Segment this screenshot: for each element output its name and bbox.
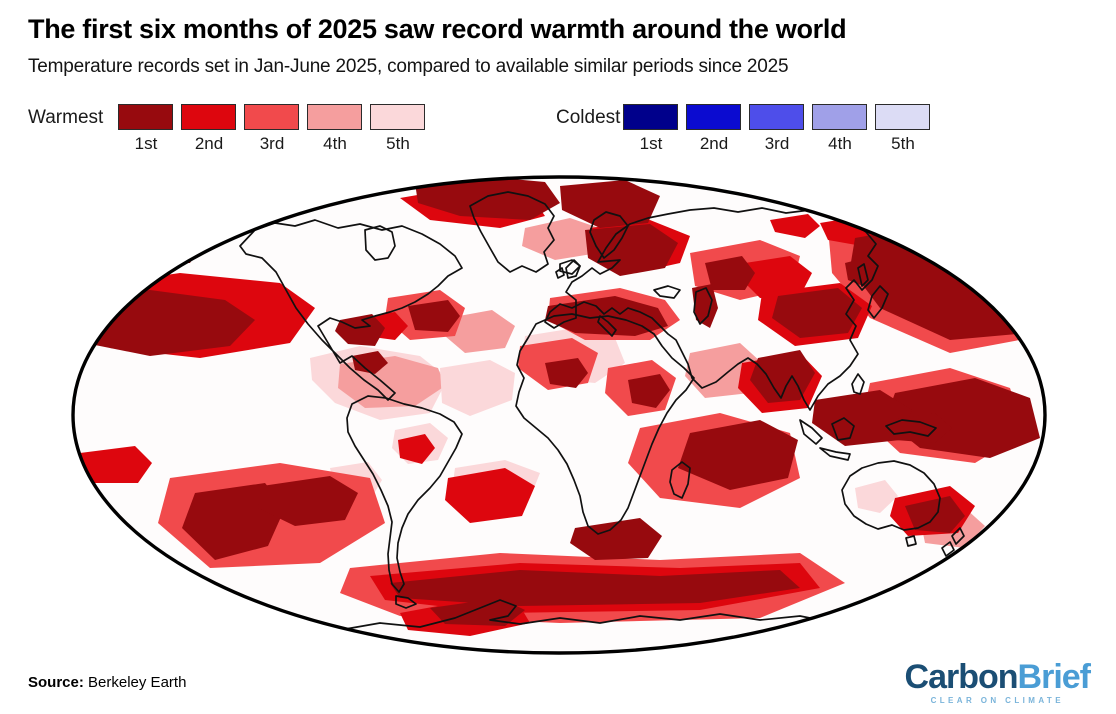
continent-coastlines — [179, 191, 965, 639]
legend-rank-label: 5th — [386, 134, 410, 153]
legend-swatch-coldest-1st — [623, 104, 678, 130]
source-value: Berkeley Earth — [88, 674, 187, 691]
logo-part-brief: Brief — [1017, 658, 1091, 696]
page-subtitle: Temperature records set in Jan-June 2025… — [28, 56, 789, 77]
legend-item-warmest-5: 5th — [370, 104, 426, 154]
legend-item-coldest-3: 3rd — [749, 104, 805, 154]
logo-part-carbon: Carbon — [904, 658, 1019, 696]
legend-item-warmest-4: 4th — [307, 104, 363, 154]
world-map-svg — [71, 175, 1047, 655]
legend-swatch-coldest-4th — [812, 104, 867, 130]
source-line: Source: Berkeley Earth — [28, 674, 186, 691]
legend-rank-label: 3rd — [764, 134, 790, 153]
source-label: Source: — [28, 674, 84, 691]
legend-warmest-label: Warmest — [28, 107, 104, 128]
legend-item-warmest-3: 3rd — [244, 104, 300, 154]
legend-rank-label: 1st — [639, 134, 663, 153]
legend-item-coldest-2: 2nd — [686, 104, 742, 154]
legend-rank-label: 2nd — [699, 134, 729, 153]
map-globe-outline — [71, 175, 1047, 655]
legend-item-warmest-1: 1st — [118, 104, 174, 154]
legend-item-coldest-5: 5th — [875, 104, 931, 154]
legend-swatch-coldest-5th — [875, 104, 930, 130]
legend-coldest-label: Coldest — [556, 107, 621, 128]
legend-rank-label: 3rd — [259, 134, 285, 153]
legend-swatch-warmest-1st — [118, 104, 173, 130]
legend-swatch-warmest-2nd — [181, 104, 236, 130]
legend-item-warmest-2: 2nd — [181, 104, 237, 154]
carbonbrief-logo-wordmark: CarbonBrief — [904, 658, 1091, 696]
legend-swatch-warmest-5th — [370, 104, 425, 130]
world-map — [0, 168, 1116, 660]
logo-tagline: CLEAR ON CLIMATE — [930, 696, 1064, 705]
legend: Warmest 1st 2nd 3rd 4th 5th Coldest 1st — [0, 104, 1116, 162]
legend-item-coldest-4: 4th — [812, 104, 868, 154]
legend-swatch-coldest-2nd — [686, 104, 741, 130]
legend-swatch-coldest-3rd — [749, 104, 804, 130]
legend-group-warmest: Warmest 1st 2nd 3rd 4th 5th — [28, 104, 433, 154]
legend-item-coldest-1: 1st — [623, 104, 679, 154]
carbonbrief-logo: CarbonBrief CLEAR ON CLIMATE — [904, 658, 1091, 705]
legend-rank-label: 1st — [134, 134, 158, 153]
legend-rank-label: 4th — [323, 134, 347, 153]
legend-swatch-warmest-4th — [307, 104, 362, 130]
legend-swatch-warmest-3rd — [244, 104, 299, 130]
legend-rank-label: 4th — [828, 134, 852, 153]
legend-rank-label: 2nd — [194, 134, 224, 153]
legend-rank-label: 5th — [891, 134, 915, 153]
legend-group-coldest: Coldest 1st 2nd 3rd 4th 5th — [556, 104, 938, 154]
page-title: The first six months of 2025 saw record … — [28, 14, 847, 44]
